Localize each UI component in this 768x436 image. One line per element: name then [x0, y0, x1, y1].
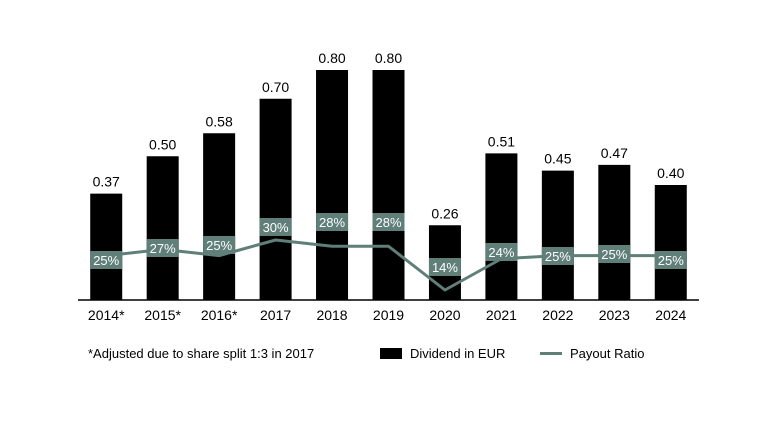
bar-10 [654, 185, 687, 300]
payout-label-box-1 [146, 239, 179, 257]
bar-5 [372, 70, 405, 300]
legend-item-dividend: Dividend in EUR [380, 346, 505, 361]
bar-4 [316, 70, 349, 300]
payout-label-2: 25% [206, 238, 232, 253]
footnote: *Adjusted due to share split 1:3 in 2017 [88, 346, 315, 361]
payout-label-6: 14% [432, 260, 458, 275]
bar-8 [541, 170, 574, 300]
bar-value-label-7: 0.51 [488, 133, 515, 149]
payout-label-8: 25% [545, 249, 571, 264]
payout-label-box-2 [203, 236, 236, 254]
legend-item-payout: Payout Ratio [540, 346, 644, 361]
legend-label-dividend: Dividend in EUR [410, 346, 506, 361]
payout-label-1: 27% [150, 241, 176, 256]
payout-label-0: 25% [93, 253, 119, 268]
bar-7 [485, 153, 518, 300]
x-tick-label-2: 2016* [201, 307, 238, 323]
x-tick-label-4: 2018 [316, 307, 347, 323]
bar-1 [146, 156, 179, 300]
bar-9 [598, 164, 631, 300]
payout-label-box-3 [259, 218, 292, 236]
bar-value-label-2: 0.58 [206, 113, 233, 129]
bar-value-label-4: 0.80 [318, 50, 345, 66]
payout-label-10: 25% [658, 253, 684, 268]
x-tick-label-7: 2021 [486, 307, 517, 323]
x-tick-label-1: 2015* [144, 307, 181, 323]
payout-label-box-7 [485, 243, 518, 261]
payout-label-box-4 [316, 213, 349, 231]
payout-ratio-line [106, 238, 671, 292]
payout-label-7: 24% [488, 245, 514, 260]
payout-label-box-0 [90, 251, 123, 269]
payout-label-3: 30% [263, 220, 289, 235]
bar-value-label-6: 0.26 [431, 205, 458, 221]
payout-label-box-5 [372, 213, 405, 231]
payout-label-box-10 [654, 251, 687, 269]
payout-label-5: 28% [375, 215, 401, 230]
payout-label-box-8 [541, 247, 574, 265]
bar-0 [90, 193, 123, 300]
x-tick-label-5: 2019 [373, 307, 404, 323]
x-tick-label-0: 2014* [88, 307, 125, 323]
legend-label-payout: Payout Ratio [570, 346, 645, 361]
payout-label-box-9 [598, 245, 631, 263]
legend-swatch-payout [540, 352, 562, 355]
x-tick-label-3: 2017 [260, 307, 291, 323]
payout-label-4: 28% [319, 215, 345, 230]
payout-label-9: 25% [601, 247, 627, 262]
x-tick-label-6: 2020 [429, 307, 460, 323]
x-tick-label-10: 2024 [655, 307, 686, 323]
x-tick-label-9: 2023 [599, 307, 630, 323]
bar-value-label-0: 0.37 [93, 174, 120, 190]
x-tick-label-8: 2022 [542, 307, 573, 323]
legend-swatch-dividend [380, 348, 402, 359]
bar-3 [259, 98, 292, 300]
bar-value-label-5: 0.80 [375, 50, 402, 66]
bar-2 [203, 133, 236, 300]
bar-value-label-8: 0.45 [544, 151, 571, 167]
payout-label-box-6 [428, 258, 461, 276]
bar-value-label-10: 0.40 [657, 165, 684, 181]
bar-value-label-9: 0.47 [601, 145, 628, 161]
bar-value-label-3: 0.70 [262, 79, 289, 95]
bar-value-label-1: 0.50 [149, 136, 176, 152]
